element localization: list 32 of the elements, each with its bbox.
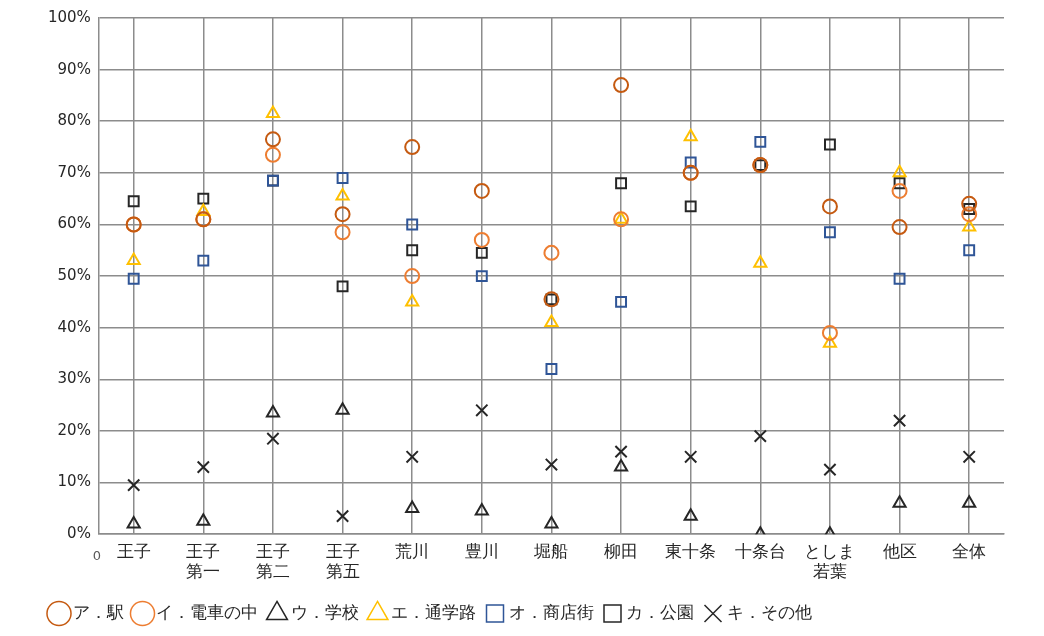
- x-tick-label: 堀船: [533, 540, 569, 561]
- x-tick-label: 王子第五: [325, 540, 360, 582]
- text: 0: [92, 548, 102, 564]
- y-tick-label: 90%: [57, 59, 91, 78]
- x-tick-label: 他区: [882, 540, 917, 561]
- x-tick-label: としま若葉: [804, 540, 856, 582]
- x-tick-label: 王子: [116, 540, 151, 561]
- legend-label: オ．商店街: [508, 601, 594, 622]
- legend-label: ウ．学校: [290, 601, 359, 622]
- x-tick-label: 荒川: [395, 540, 430, 561]
- x-tick-label: 豊川: [464, 540, 499, 561]
- legend-label: エ．通学路: [391, 601, 476, 622]
- y-tick-label: 70%: [57, 162, 91, 181]
- x-tick-label: 王子第二: [255, 540, 290, 582]
- legend-label: イ．電車の中: [156, 601, 258, 622]
- x-tick-label: 東十条: [665, 540, 717, 561]
- x-tick-label: 全体: [952, 540, 987, 561]
- x-tick-label: 十条台: [734, 540, 786, 561]
- legend-label: キ．その他: [726, 601, 812, 622]
- y-tick-label: 30%: [57, 369, 91, 388]
- y-tick-label: 100%: [47, 7, 91, 26]
- y-tick-label: 50%: [57, 265, 91, 284]
- y-tick-label: 10%: [57, 472, 91, 491]
- y-tick-label: 40%: [57, 317, 91, 336]
- y-tick-label: 80%: [57, 111, 91, 130]
- legend-label: カ．公園: [626, 601, 694, 622]
- x-tick-label: 柳田: [604, 540, 639, 561]
- y-tick-label: 0%: [67, 524, 91, 543]
- legend-label: ア．駅: [72, 601, 124, 622]
- y-tick-label: 60%: [57, 214, 91, 233]
- y-tick-label: 20%: [57, 420, 91, 439]
- x-tick-label: 王子第一: [186, 540, 221, 582]
